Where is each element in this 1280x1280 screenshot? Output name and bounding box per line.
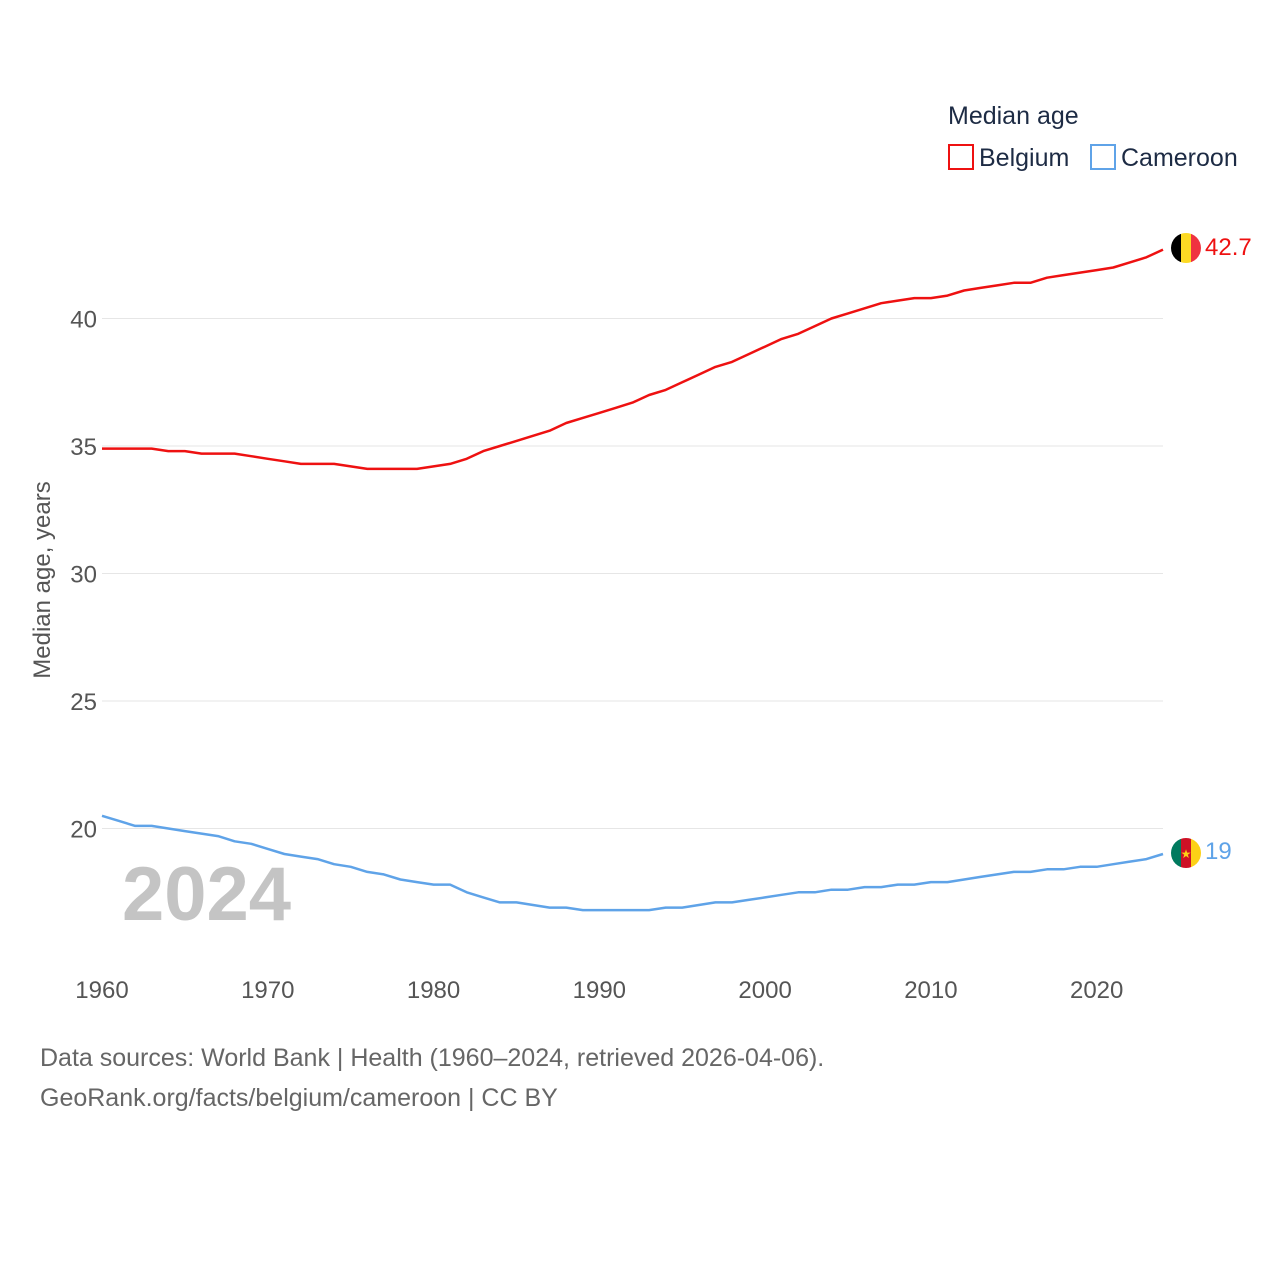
x-tick-label: 1960 — [75, 977, 128, 1004]
legend-swatch-belgium — [948, 144, 974, 170]
x-tick-label: 2000 — [738, 977, 791, 1004]
y-tick-label: 30 — [70, 562, 97, 589]
series-lines — [101, 248, 1164, 912]
x-axis: 1960 1970 1980 1990 2000 2010 2020 — [75, 977, 1123, 1004]
legend-swatch-cameroon — [1090, 144, 1116, 170]
belgium-end-label: 42.7 — [1205, 234, 1252, 261]
x-tick-label: 2020 — [1070, 977, 1123, 1004]
x-tick-label: 2010 — [904, 977, 957, 1004]
y-axis-title: Median age, years — [29, 481, 56, 678]
legend-label-belgium: Belgium — [979, 144, 1069, 172]
legend-item-cameroon[interactable]: Cameroon — [1090, 144, 1238, 172]
legend-label-cameroon: Cameroon — [1121, 144, 1238, 172]
legend: Median age Belgium Cameroon — [948, 102, 1238, 172]
y-tick-label: 25 — [70, 689, 97, 716]
y-tick-label: 20 — [70, 817, 97, 844]
data-sources-note: Data sources: World Bank | Health (1960–… — [40, 1044, 825, 1072]
legend-title: Median age — [948, 102, 1079, 130]
cameroon-flag-icon: ★ — [1171, 838, 1201, 868]
x-tick-label: 1980 — [407, 977, 460, 1004]
gridlines — [102, 318, 1163, 829]
y-tick-label: 35 — [70, 434, 97, 461]
cameroon-end-label: 19 — [1205, 838, 1232, 865]
svg-text:★: ★ — [1181, 847, 1192, 861]
legend-item-belgium[interactable]: Belgium — [948, 144, 1069, 172]
year-watermark: 2024 — [122, 852, 291, 937]
y-axis: 20 25 30 35 40 — [70, 307, 97, 844]
x-tick-label: 1990 — [573, 977, 626, 1004]
x-tick-label: 1970 — [241, 977, 294, 1004]
series-line-cameroon — [101, 814, 1164, 912]
belgium-flag-icon — [1171, 233, 1201, 263]
credit-line: GeoRank.org/facts/belgium/cameroon | CC … — [40, 1084, 558, 1112]
series-line-belgium — [102, 248, 1164, 471]
y-tick-label: 40 — [70, 307, 97, 334]
